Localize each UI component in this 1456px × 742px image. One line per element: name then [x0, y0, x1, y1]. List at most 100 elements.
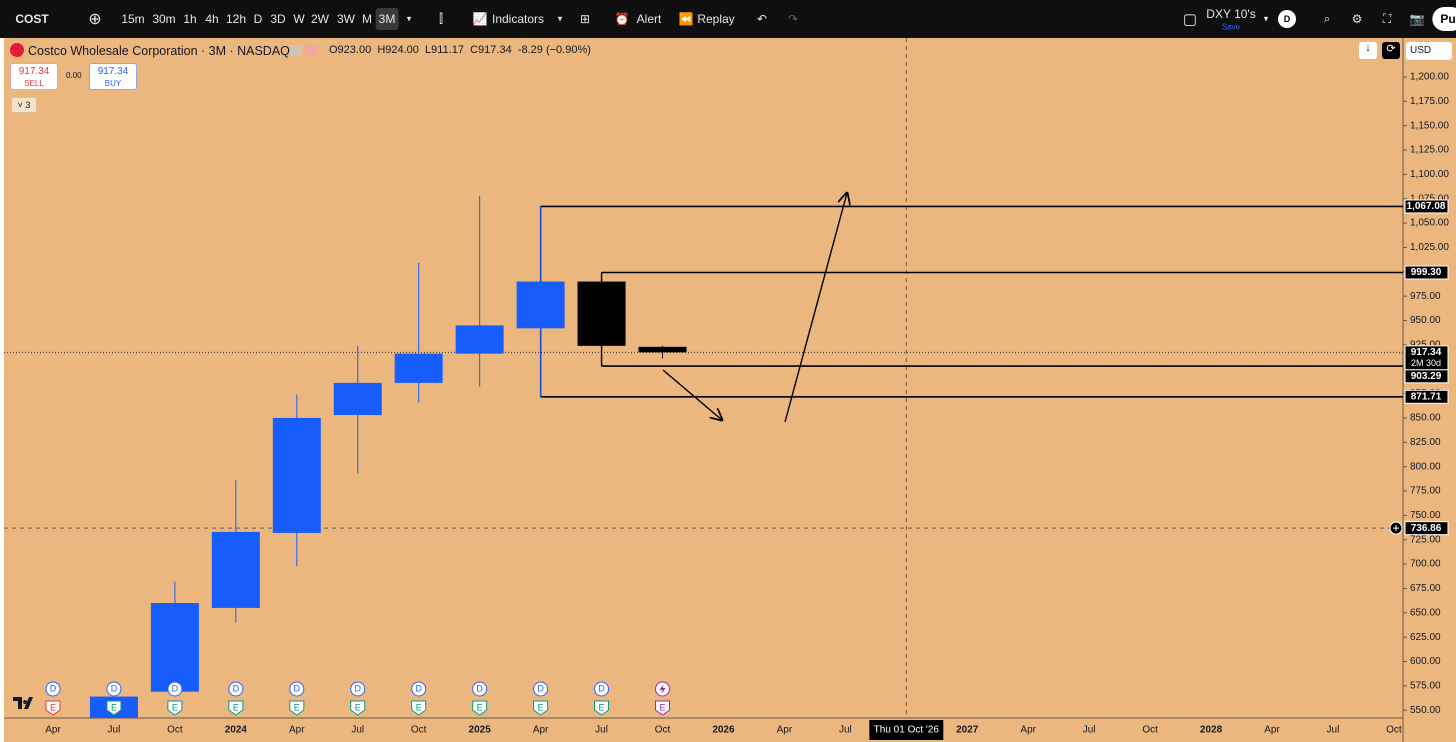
timeframe[interactable]: 3M	[375, 8, 399, 30]
undo[interactable]: ↶	[756, 12, 768, 26]
avatar[interactable]: D	[1278, 10, 1296, 28]
event-label: E	[111, 702, 117, 712]
dividend-badge	[228, 681, 244, 697]
buy-price: 917.34	[97, 66, 129, 77]
timeframe[interactable]: W	[293, 12, 305, 26]
x-tick-label: Oct	[167, 725, 183, 736]
x-tick-label: Jul	[839, 725, 852, 736]
layouts[interactable]: ⊞	[579, 12, 591, 26]
layout-menu[interactable]: ▾	[1263, 13, 1269, 24]
price-badge	[1404, 265, 1449, 280]
save[interactable]: Save	[1221, 22, 1241, 32]
layout-name[interactable]: DXY 10's	[1206, 7, 1256, 21]
x-tick-label: Apr	[1020, 725, 1036, 736]
alert-icon: ⏰	[614, 12, 630, 26]
y-tick-label: 950.00	[1410, 315, 1441, 326]
x-tick-label: Jul	[108, 725, 121, 736]
plot	[4, 38, 1403, 718]
symbol[interactable]: COST	[15, 12, 49, 26]
publish[interactable]: Pu	[1432, 7, 1456, 31]
earnings-badge	[411, 700, 427, 716]
scroll-button[interactable]: ↓	[1359, 42, 1377, 59]
y-tick-label: 1,025.00	[1410, 242, 1449, 253]
event-label: D	[355, 683, 362, 693]
y-tick-label: 1,125.00	[1410, 145, 1449, 156]
y-tick-label: 800.00	[1410, 461, 1441, 472]
timeframe[interactable]: 3D	[270, 12, 286, 26]
x-tick-label: Oct	[655, 725, 671, 736]
x-tick-label: 2028	[1200, 725, 1223, 736]
timeframe[interactable]: 12h	[225, 12, 247, 26]
layout-icon: ▢	[1182, 11, 1198, 28]
search-icon[interactable]: ⌕	[1323, 11, 1331, 26]
indicator-toggle[interactable]: ˅ 3	[11, 97, 37, 113]
timeframe[interactable]: M	[362, 12, 372, 26]
arrow-down	[662, 369, 722, 420]
dividend-badge	[472, 681, 488, 697]
timeframe[interactable]: 1h	[183, 12, 197, 26]
dividend-badge	[411, 681, 427, 697]
chart-type[interactable]: ⫿	[439, 11, 443, 26]
dividend-badge	[594, 681, 610, 697]
crosshair-date: Thu 01 Oct '26	[874, 725, 940, 736]
event-label: E	[50, 702, 56, 712]
settings[interactable]: ⚙	[1351, 12, 1363, 26]
change: -8.29 (−0.90%)	[517, 44, 591, 56]
timeframe[interactable]: 15m	[121, 12, 145, 26]
fullscreen[interactable]: ⛶	[1382, 11, 1392, 26]
event-label: E	[294, 702, 300, 712]
event-label: D	[537, 683, 544, 693]
event-label: D	[294, 683, 301, 693]
high: H924.00	[377, 44, 419, 56]
x-tick-label: Oct	[1142, 725, 1158, 736]
flag-icon	[290, 45, 302, 56]
countdown: 2M 30d	[1411, 358, 1441, 368]
x-tick-label: Oct	[1386, 725, 1402, 736]
screenshot[interactable]: 📷	[1409, 12, 1425, 26]
event-icon	[659, 684, 666, 694]
event-label: E	[599, 702, 605, 712]
earnings-badge	[350, 700, 366, 716]
candle-body	[333, 382, 382, 416]
y-tick-label: 750.00	[1410, 510, 1441, 521]
candle-body	[516, 281, 565, 329]
replay[interactable]: Replay	[697, 12, 735, 26]
sell-price: 917.34	[18, 66, 50, 77]
indicators-menu[interactable]: ▾	[557, 13, 563, 24]
timeframe[interactable]: D	[253, 12, 263, 26]
timeframe[interactable]: 2W	[311, 12, 329, 26]
indicators[interactable]: Indicators	[491, 12, 545, 26]
add-symbol[interactable]: ⊕	[88, 11, 102, 28]
buy-button[interactable]: 917.34 BUY	[89, 63, 137, 90]
candle-body	[394, 353, 443, 383]
dividend-badge	[533, 681, 549, 697]
redo[interactable]: ↷	[787, 12, 799, 26]
sell-button[interactable]: 917.34 SELL	[10, 63, 58, 90]
currency[interactable]: USD	[1406, 42, 1452, 60]
price-badge	[1404, 521, 1449, 536]
y-tick-label: 1,200.00	[1410, 72, 1449, 83]
timeframe[interactable]: 4h	[205, 12, 219, 26]
y-tick-label: 600.00	[1410, 656, 1441, 667]
timeframe[interactable]: 3W	[337, 12, 355, 26]
price-badge-label: 1,067.08	[1407, 201, 1446, 212]
tf-menu[interactable]: ▾	[406, 13, 412, 24]
timeframe[interactable]: 30m	[152, 12, 176, 26]
x-tick-label: Apr	[45, 725, 61, 736]
indicator-count: 3	[25, 100, 31, 110]
price-badge-label: 871.71	[1411, 391, 1442, 402]
refresh-button[interactable]: ⟳	[1382, 42, 1400, 59]
alert[interactable]: Alert	[636, 12, 662, 26]
candle-body	[150, 603, 199, 692]
price-badge	[1404, 389, 1449, 404]
y-tick-label: 625.00	[1410, 632, 1441, 643]
event-label: D	[172, 683, 179, 693]
x-tick-label: Jul	[1083, 725, 1096, 736]
event-label: D	[233, 683, 240, 693]
x-tick-label: 2025	[469, 725, 492, 736]
event-label: D	[415, 683, 422, 693]
x-tick-label: Jul	[595, 725, 608, 736]
y-tick-label: 1,100.00	[1410, 169, 1449, 180]
